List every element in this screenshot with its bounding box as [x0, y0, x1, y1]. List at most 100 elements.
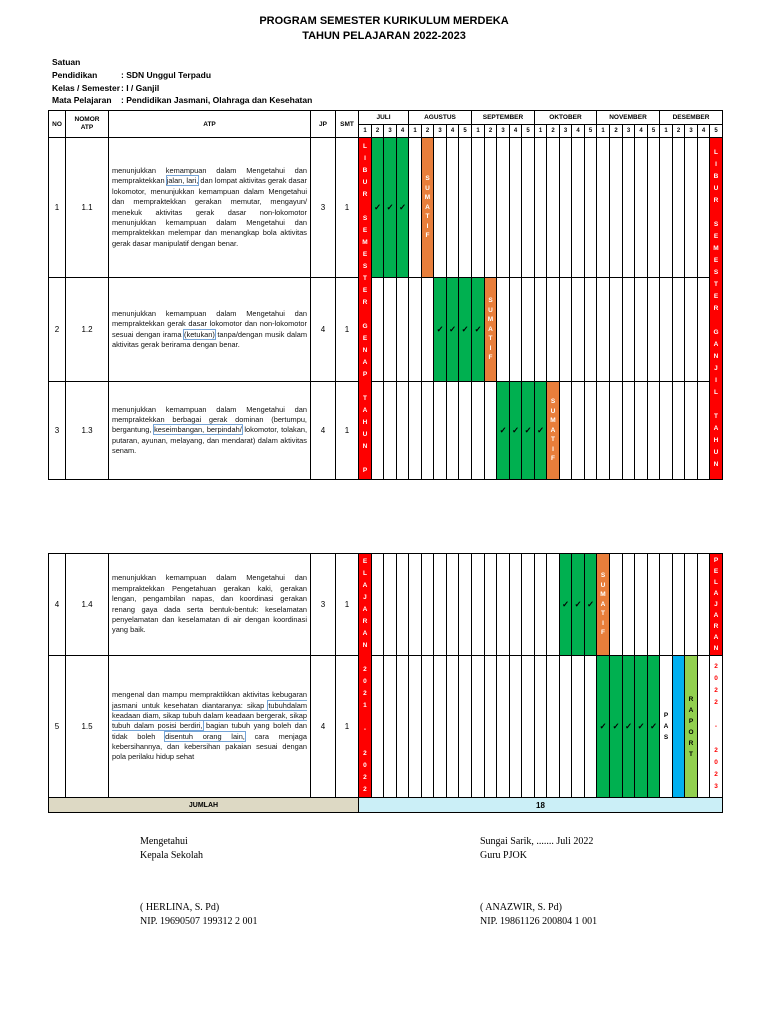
info-value: : I / Ganjil [121, 82, 160, 93]
week-cell-empty [547, 138, 560, 278]
week-cell-empty [635, 382, 648, 480]
week-cell-empty [459, 656, 472, 798]
row-smt: 1 [336, 138, 359, 278]
month-header-agustus: AGUSTUS [409, 111, 472, 125]
week-cell-empty [572, 656, 585, 798]
week-cell-empty [447, 554, 459, 656]
atp-description-cell: menunjukkan kemampuan dalam Mengetahui d… [109, 554, 311, 656]
semester-table-bottom-block: 4 1.4 menunjukkan kemampuan dalam Mengetah… [48, 553, 723, 813]
week-number: 1 [597, 125, 610, 138]
week-number: 2 [372, 125, 384, 138]
week-cell-empty [472, 138, 485, 278]
atp-text-segment: tanpa/dengan musik dalam aktivitas gerak… [112, 329, 307, 349]
pas-label-cell: P A S [660, 656, 673, 798]
week-cell-empty [397, 656, 409, 798]
week-number: 2 [673, 125, 685, 138]
week-cell-empty [685, 278, 698, 382]
week-cell-empty [572, 138, 585, 278]
guru-name: ( ANAZWIR, S. Pd) [480, 902, 562, 913]
atp-text-segment: mengenal dan mampu mempraktikkan aktivit… [112, 690, 307, 710]
week-cell-empty [585, 656, 597, 798]
week-cell-empty [560, 138, 572, 278]
week-number: 5 [522, 125, 535, 138]
week-cell-empty [685, 554, 698, 656]
atp-text: menunjukkan kemampuan dalam Mengetahui d… [112, 309, 307, 350]
atp-text-segment: menunjukkan kemampuan dalam Mengetahui d… [112, 573, 307, 635]
atp-text: menunjukkan kemampuan dalam Mengetahui d… [112, 405, 307, 457]
highlighted-phrase: (ketukan) [184, 329, 215, 339]
week-cell-empty [535, 278, 547, 382]
row-atp-number: 1.4 [66, 554, 109, 656]
week-cell-empty [384, 278, 397, 382]
atp-text-segment: menunjukkan kemampuan dalam Mengetahui d… [112, 308, 307, 339]
week-cell-empty [372, 382, 384, 480]
week-cell-empty [485, 138, 497, 278]
week-cell-empty [485, 382, 497, 480]
week-cell-empty [698, 278, 710, 382]
week-cell-checked: ✓ [560, 554, 572, 656]
week-cell-empty [434, 138, 447, 278]
row-atp-number: 1.1 [66, 138, 109, 278]
week-cell-checked: ✓ [610, 656, 623, 798]
sumatif-cell: S U M A T I F [597, 554, 610, 656]
week-cell-empty [698, 382, 710, 480]
week-cell-empty [384, 656, 397, 798]
week-cell-empty [372, 554, 384, 656]
kepala-sekolah-label: Kepala Sekolah [140, 850, 204, 861]
week-cell-empty [510, 656, 522, 798]
week-cell-checked: ✓ [635, 656, 648, 798]
week-number: 1 [472, 125, 485, 138]
week-cell-empty [698, 554, 710, 656]
week-cell-empty [434, 382, 447, 480]
highlighted-phrase: tubuhdalam keadaan diam, sikap tubuh dal… [112, 700, 307, 731]
week-cell-empty [497, 278, 510, 382]
week-cell-empty [572, 278, 585, 382]
week-cell-empty [372, 656, 384, 798]
document-title: PROGRAM SEMESTER KURIKULUM MERDEKA TAHUN… [0, 14, 768, 44]
week-cell-empty [485, 656, 497, 798]
row-no: 4 [49, 554, 66, 656]
place-date-label: Sungai Sarik, ....... Juli 2022 [480, 836, 594, 847]
row-smt: 1 [336, 278, 359, 382]
week-cell-empty [422, 382, 434, 480]
week-number: 3 [497, 125, 510, 138]
signature-right: Sungai Sarik, ....... Juli 2022 Guru PJO… [480, 835, 597, 929]
row-jp: 4 [311, 278, 336, 382]
holiday-bar-left: L I B U R S E M E S T E R G E N A P T A … [359, 138, 372, 480]
info-label: Satuan Pendidikan [52, 57, 98, 80]
week-cell-empty [648, 278, 660, 382]
atp-text-segment: menunjukkan kemampuan dalam Mengetahui d… [112, 404, 307, 435]
week-cell-checked: ✓ [522, 382, 535, 480]
month-header-juli: JULI [359, 111, 409, 125]
col-header-no: NO [49, 111, 66, 138]
week-cell-empty [572, 382, 585, 480]
row-smt: 1 [336, 656, 359, 798]
week-cell-empty [384, 382, 397, 480]
week-number: 1 [660, 125, 673, 138]
row-no: 3 [49, 382, 66, 480]
month-header-september: SEPTEMBER [472, 111, 535, 125]
week-cell-empty [597, 382, 610, 480]
week-cell-empty [384, 554, 397, 656]
week-cell-empty [522, 554, 535, 656]
week-cell-checked: ✓ [497, 382, 510, 480]
week-cell-empty [673, 554, 685, 656]
week-cell-empty [409, 138, 422, 278]
row-jp: 3 [311, 554, 336, 656]
atp-description-cell: menunjukkan kemampuan dalam Mengetahui d… [109, 278, 311, 382]
week-number: 4 [572, 125, 585, 138]
week-cell-empty [585, 138, 597, 278]
week-cell-empty [635, 138, 648, 278]
week-number: 1 [359, 125, 372, 138]
week-cell-empty [522, 278, 535, 382]
atp-text: mengenal dan mampu mempraktikkan aktivit… [112, 690, 307, 763]
col-header-smt: SMT [336, 111, 359, 138]
week-cell-empty [610, 382, 623, 480]
week-number: 2 [610, 125, 623, 138]
month-header-november: NOVEMBER [597, 111, 660, 125]
week-cell-empty [459, 554, 472, 656]
sumatif-cell: S U M A T I F [485, 278, 497, 382]
atp-text-segment: cara menjaga kebersihannya, dan kebersih… [112, 731, 307, 762]
holiday-bar-right-continued: P E L A J A R A N [710, 554, 723, 656]
week-cell-empty [397, 554, 409, 656]
